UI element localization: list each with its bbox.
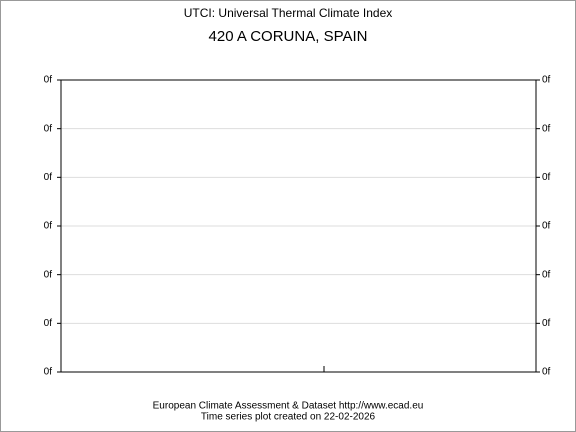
chart-subtitle: 420 A CORUNA, SPAIN bbox=[209, 28, 368, 45]
y-tick-label: 0f bbox=[542, 318, 551, 329]
y-tick-label: 0f bbox=[44, 221, 53, 232]
plot-frame bbox=[60, 79, 537, 373]
y-tick-label: 0f bbox=[44, 123, 53, 134]
y-tick-label: 0f bbox=[542, 269, 551, 280]
footer-note: European Climate Assessment & Dataset ht… bbox=[153, 401, 424, 412]
y-tick-label: 0f bbox=[542, 367, 551, 378]
footer-note: Time series plot created on 22-02-2026 bbox=[201, 412, 376, 423]
y-tick-label: 0f bbox=[542, 123, 551, 134]
y-tick-label: 0f bbox=[44, 172, 53, 183]
y-tick-label: 0f bbox=[44, 75, 53, 86]
y-tick-label: 0f bbox=[542, 221, 551, 232]
y-tick-label: 0f bbox=[44, 367, 53, 378]
y-tick-label: 0f bbox=[44, 318, 53, 329]
chart-title: UTCI: Universal Thermal Climate Index bbox=[184, 6, 393, 20]
y-tick-label: 0f bbox=[44, 269, 53, 280]
y-tick-label: 0f bbox=[542, 75, 551, 86]
y-tick-label: 0f bbox=[542, 172, 551, 183]
